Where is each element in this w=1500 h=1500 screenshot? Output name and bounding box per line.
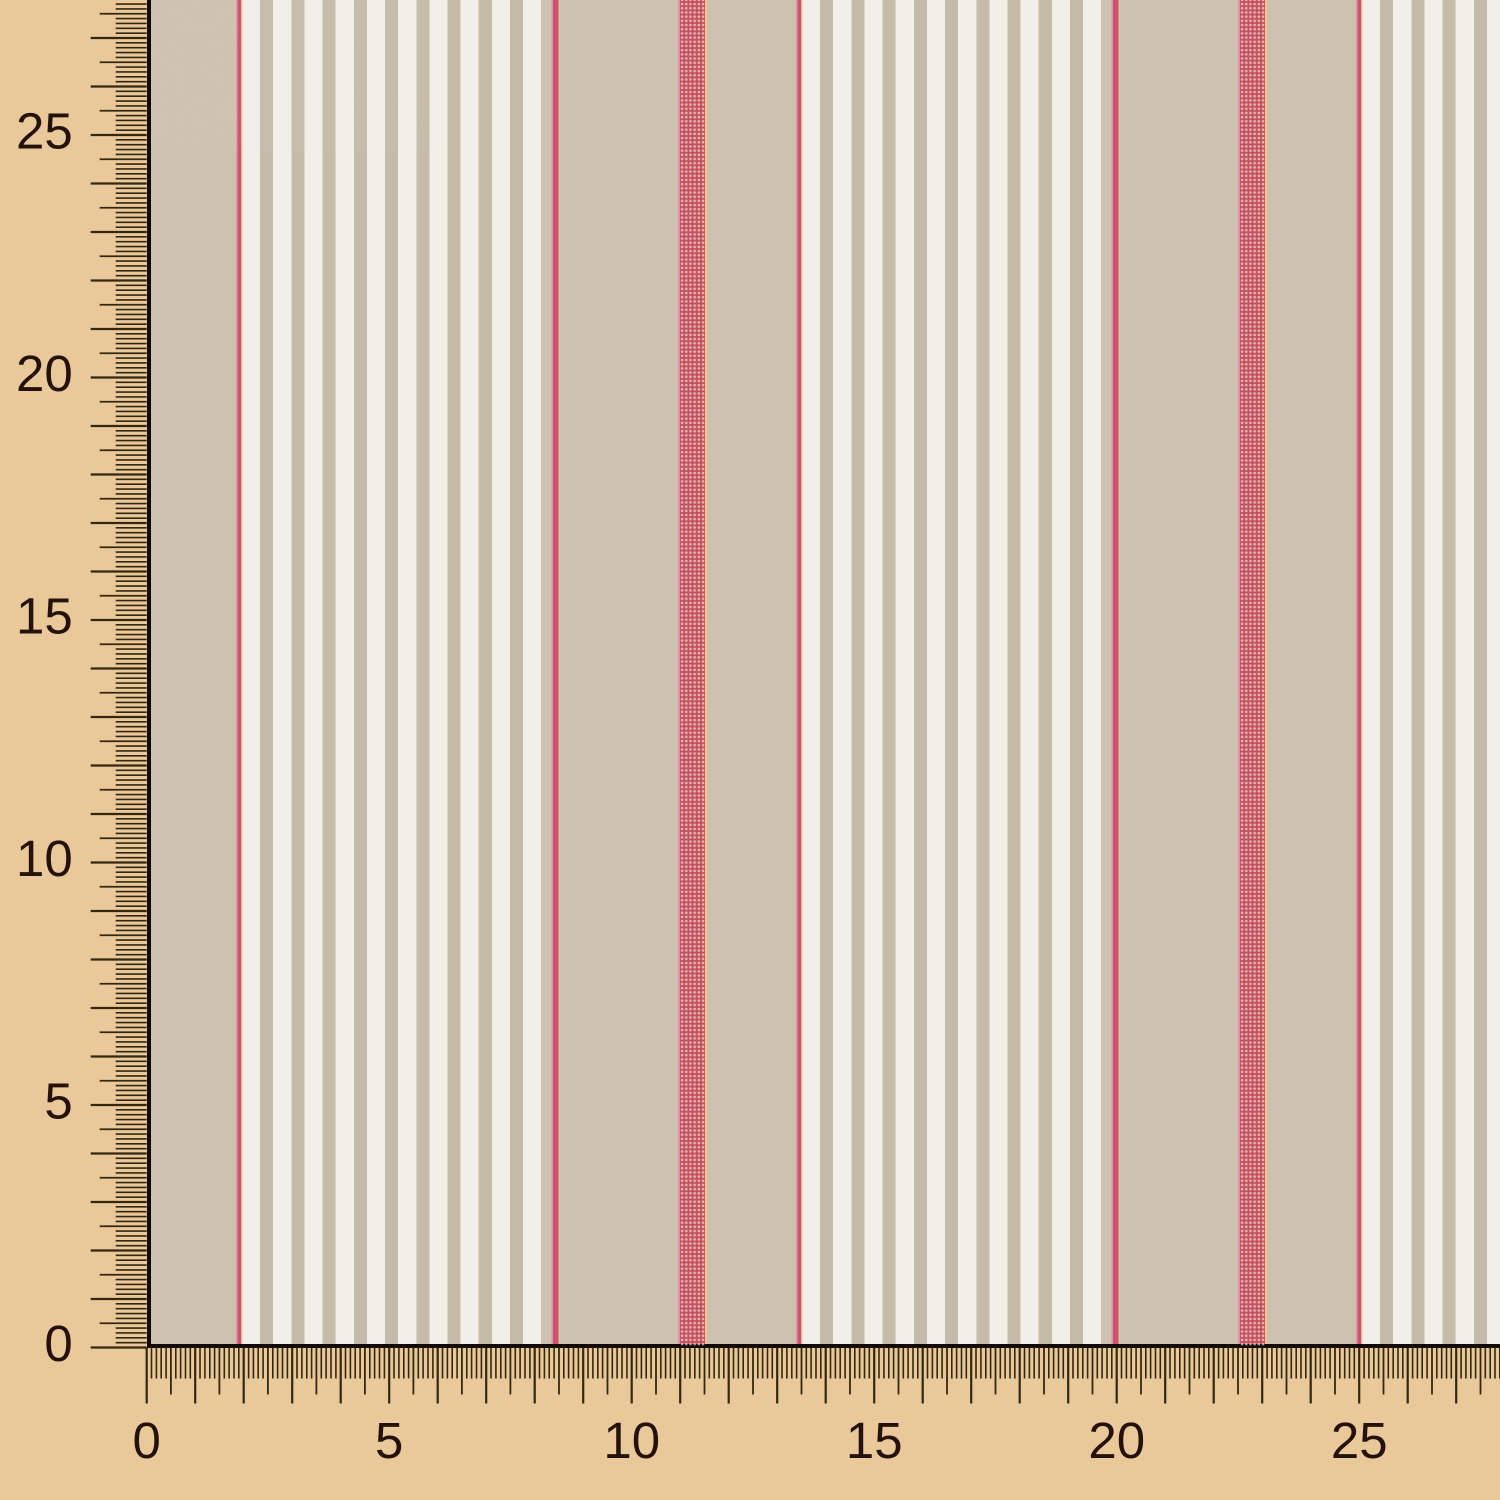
svg-text:0: 0 xyxy=(44,1315,72,1372)
svg-text:5: 5 xyxy=(44,1072,72,1129)
svg-text:10: 10 xyxy=(16,830,73,887)
svg-text:10: 10 xyxy=(603,1412,660,1469)
svg-text:15: 15 xyxy=(846,1412,903,1469)
svg-text:25: 25 xyxy=(16,102,73,159)
svg-text:20: 20 xyxy=(16,345,73,402)
svg-text:15: 15 xyxy=(16,587,73,644)
svg-text:20: 20 xyxy=(1088,1412,1145,1469)
svg-text:5: 5 xyxy=(375,1412,403,1469)
svg-text:0: 0 xyxy=(133,1412,161,1469)
svg-text:25: 25 xyxy=(1331,1412,1388,1469)
